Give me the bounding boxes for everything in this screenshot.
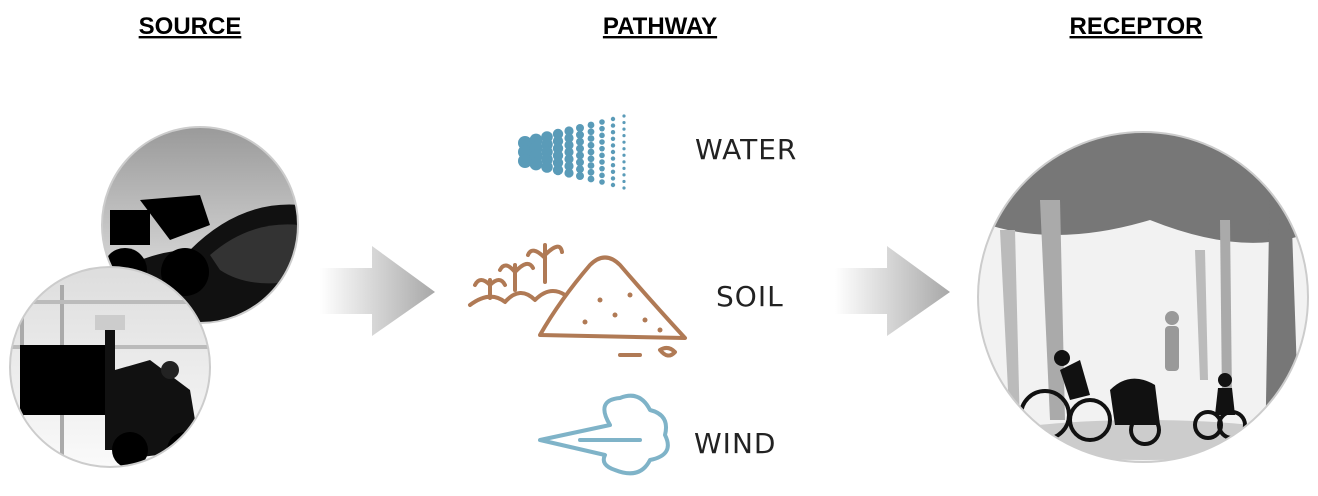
water-drop [622,114,625,117]
water-drop [588,135,595,142]
water-drop [576,151,584,159]
pathway-header: PATHWAY [603,13,717,40]
water-drop [541,161,553,173]
water-drop [530,158,543,171]
water-drop [622,186,625,189]
arrow [320,246,435,336]
water-drop [576,131,584,139]
arrow [835,246,950,336]
water-drop [622,127,625,130]
diagram: SOURCE PATHWAY RECEPTOR WATER [0,0,1318,496]
water-drop [599,126,605,132]
water-drop [611,156,615,160]
soil-icon [470,245,685,356]
water-drop [611,137,615,141]
water-drop [622,154,625,157]
water-drop [576,172,584,180]
water-drop [599,119,605,125]
water-drop [588,142,595,149]
water-drop [611,117,615,121]
water-drop [599,179,605,185]
water-drop [576,124,584,132]
water-drop [622,147,625,150]
water-drop [588,162,595,169]
water-drop [622,173,625,176]
water-icon [518,114,626,189]
water-drop [611,170,615,174]
receptor-header: RECEPTOR [1070,13,1203,40]
water-drop [588,176,595,183]
water-drop [611,183,615,187]
water-drop [588,169,595,176]
water-drop [599,159,605,165]
pathway-label: SOIL [716,280,784,313]
water-drop [599,173,605,179]
pathway-label: WIND [694,427,776,460]
pathway-label: WATER [695,133,797,166]
water-drop [599,133,605,139]
water-drop [611,143,615,147]
water-drop [576,158,584,166]
water-drop [588,155,595,162]
water-drop [588,128,595,135]
water-drop [564,168,573,177]
water-drop [611,130,615,134]
water-drop [611,163,615,167]
water-drop [599,153,605,159]
source-forklift-image [10,267,210,475]
water-drop [622,121,625,124]
water-drop [622,141,625,144]
water-drop [611,150,615,154]
water-drop [622,167,625,170]
water-drop [622,180,625,183]
water-drop [599,139,605,145]
water-drop [576,165,584,173]
water-drop [622,134,625,137]
water-drop [576,138,584,146]
water-drop [622,160,625,163]
water-drop [599,146,605,152]
source-header: SOURCE [139,13,242,40]
water-drop [588,149,595,156]
water-drop [588,122,595,129]
water-drop [611,176,615,180]
water-drop [553,165,563,175]
water-drop [611,123,615,127]
wind-icon [540,396,668,474]
water-drop [599,166,605,172]
water-drop [576,145,584,153]
